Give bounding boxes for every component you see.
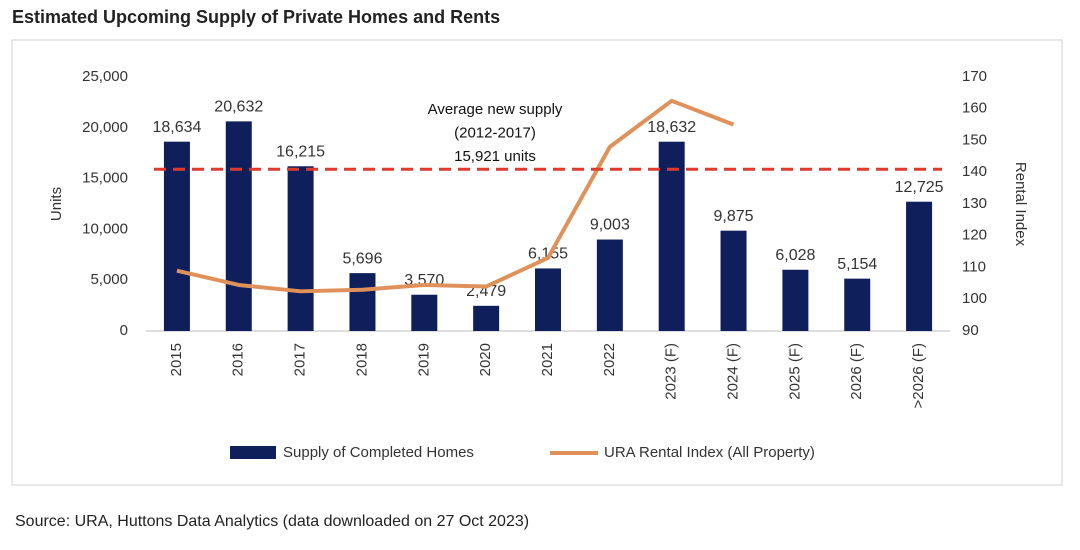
bar bbox=[473, 305, 500, 331]
bar bbox=[225, 121, 252, 332]
source-note: Source: URA, Huttons Data Analytics (dat… bbox=[15, 513, 529, 530]
x-tick-label: 2015 bbox=[168, 343, 185, 376]
data-label: 5,154 bbox=[837, 256, 877, 273]
x-tick-label: 2024 (F) bbox=[725, 343, 742, 400]
y-axis-label: Units bbox=[48, 187, 65, 221]
y-tick-label: 15,000 bbox=[82, 170, 128, 187]
x-tick-label: 2022 bbox=[601, 343, 618, 376]
y2-tick-label: 120 bbox=[962, 227, 987, 244]
bar bbox=[411, 294, 438, 331]
bar bbox=[844, 278, 871, 331]
x-tick-label: 2018 bbox=[353, 343, 370, 376]
bar bbox=[163, 141, 190, 331]
x-tick-label: 2026 (F) bbox=[848, 343, 865, 400]
average-annotation: Average new supply bbox=[428, 101, 563, 118]
data-label: 18,632 bbox=[647, 119, 696, 136]
y2-tick-label: 170 bbox=[962, 68, 987, 85]
y-tick-label: 5,000 bbox=[90, 271, 128, 288]
x-tick-label: 2021 bbox=[539, 343, 556, 376]
y2-tick-label: 110 bbox=[962, 258, 986, 275]
bar bbox=[596, 239, 623, 331]
chart-frame bbox=[11, 39, 1063, 486]
x-tick-label: 2017 bbox=[292, 343, 309, 376]
y2-tick-label: 140 bbox=[962, 163, 987, 180]
y-tick-label: 20,000 bbox=[82, 119, 128, 136]
x-tick-label: 2020 bbox=[477, 343, 494, 376]
legend-label: Supply of Completed Homes bbox=[283, 444, 474, 461]
x-tick-label: 2019 bbox=[415, 343, 432, 376]
y2-axis-label: Rental Index bbox=[1012, 162, 1029, 247]
data-label: 5,696 bbox=[342, 250, 382, 267]
y2-tick-label: 90 bbox=[962, 322, 979, 339]
x-tick-label: 2025 (F) bbox=[786, 343, 803, 400]
data-label: 20,632 bbox=[214, 99, 263, 116]
bar bbox=[782, 269, 809, 331]
chart-title: Estimated Upcoming Supply of Private Hom… bbox=[12, 7, 500, 27]
bar bbox=[287, 166, 314, 331]
y2-tick-label: 150 bbox=[962, 131, 987, 148]
y2-tick-label: 160 bbox=[962, 100, 987, 117]
legend-label: URA Rental Index (All Property) bbox=[604, 444, 815, 461]
bar bbox=[658, 141, 685, 331]
x-tick-label: 2016 bbox=[230, 343, 247, 376]
bar bbox=[720, 230, 747, 331]
bar bbox=[349, 273, 376, 331]
y2-tick-label: 130 bbox=[962, 195, 987, 212]
x-tick-label: 2023 (F) bbox=[663, 343, 680, 400]
y-tick-label: 10,000 bbox=[82, 220, 128, 237]
data-label: 18,634 bbox=[152, 119, 201, 136]
data-label: 16,215 bbox=[276, 143, 325, 160]
bar bbox=[906, 201, 933, 331]
bar bbox=[535, 268, 561, 331]
data-label: 12,725 bbox=[895, 179, 944, 196]
average-annotation: 15,921 units bbox=[454, 148, 536, 165]
average-annotation: (2012-2017) bbox=[454, 124, 536, 141]
y2-tick-label: 100 bbox=[962, 290, 987, 307]
y-tick-label: 25,000 bbox=[82, 68, 128, 85]
y-tick-label: 0 bbox=[120, 322, 128, 339]
legend-swatch bbox=[230, 446, 276, 459]
rental-line bbox=[176, 98, 735, 294]
data-label: 9,003 bbox=[590, 217, 630, 234]
x-tick-label: >2026 (F) bbox=[910, 343, 927, 408]
data-label: 6,028 bbox=[775, 247, 815, 264]
data-label: 9,875 bbox=[714, 208, 754, 225]
